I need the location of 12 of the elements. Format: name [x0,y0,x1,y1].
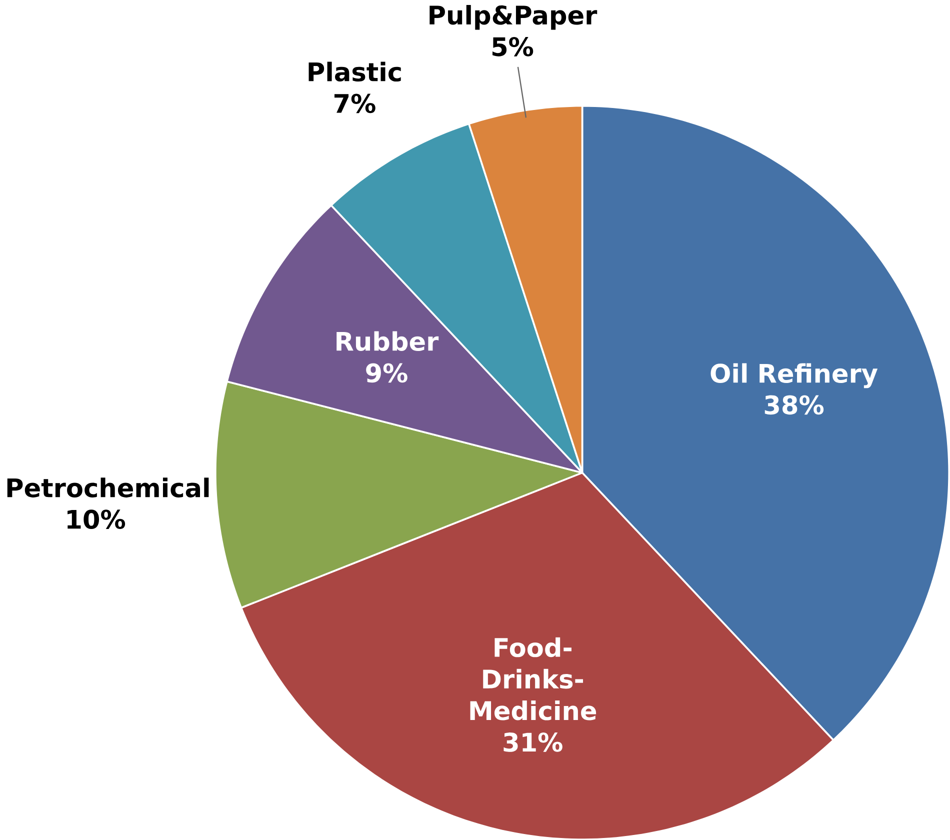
data-label: 9% [366,363,408,382]
data-label: 38% [764,395,824,414]
data-label: 10% [68,509,126,529]
data-label: 5% [492,36,534,56]
slice-label: Petrochemical [7,477,209,498]
slice-label: Oil Refinery [710,363,878,388]
slice-label: Pulp&Paper [430,4,598,30]
data-label: 7% [334,94,376,113]
data-label: 31% [504,732,562,752]
slice-label: Plastic [308,62,401,82]
slice-label: Rubber [336,331,439,351]
slice-label: Food-Drinks-Medicine [470,637,596,720]
